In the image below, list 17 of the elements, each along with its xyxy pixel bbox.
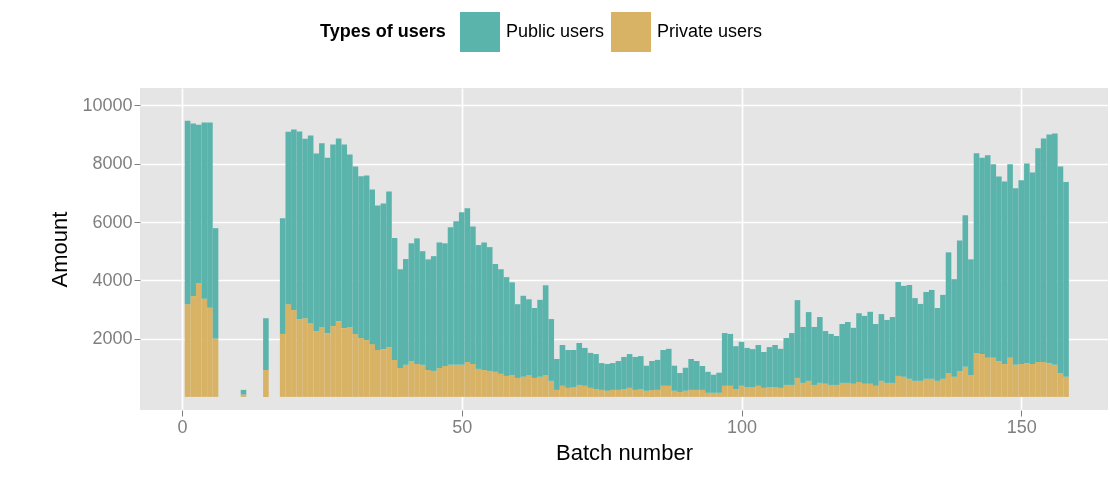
y-tick-label: 6000 xyxy=(92,211,133,232)
y-tick-label: 8000 xyxy=(92,153,133,174)
bar xyxy=(263,370,269,397)
x-tick-label: 0 xyxy=(177,416,188,437)
x-tick-label: 150 xyxy=(1006,416,1037,437)
legend-label: Private users xyxy=(657,21,763,41)
bar xyxy=(263,318,269,371)
y-tick-label: 2000 xyxy=(92,328,133,349)
legend-label: Public users xyxy=(506,21,605,41)
x-axis-title: Batch number xyxy=(556,439,693,465)
y-axis-title: Amount xyxy=(47,211,73,288)
x-tick-label: 100 xyxy=(726,416,758,437)
legend-title: Types of users xyxy=(320,21,446,41)
y-tick-label: 4000 xyxy=(92,269,133,290)
x-tick-label: 50 xyxy=(452,416,473,437)
y-tick-label: 10000 xyxy=(82,94,133,115)
bar xyxy=(240,389,247,395)
